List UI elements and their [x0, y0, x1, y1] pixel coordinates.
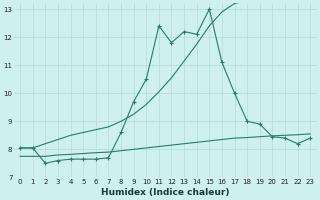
X-axis label: Humidex (Indice chaleur): Humidex (Indice chaleur): [101, 188, 229, 197]
